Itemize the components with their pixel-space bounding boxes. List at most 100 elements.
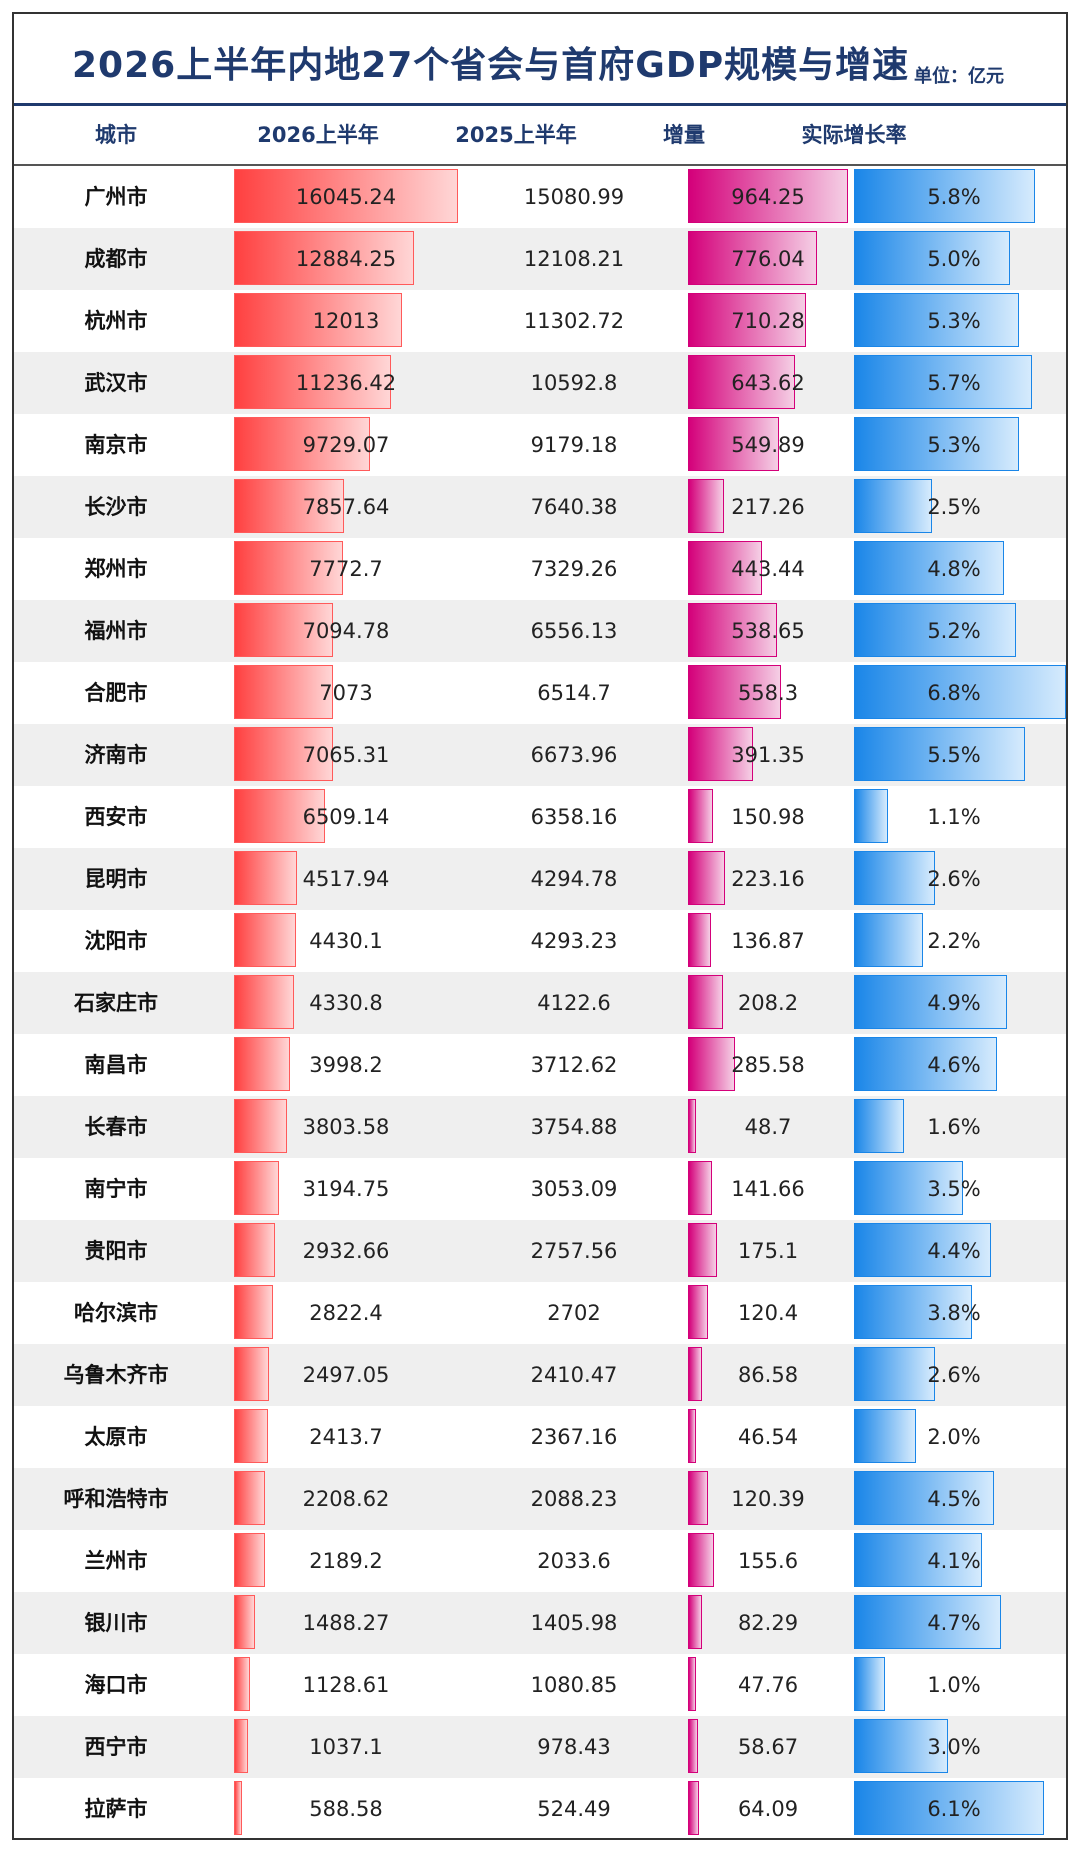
gdp-2025-value: 3754.88 bbox=[530, 1115, 618, 1139]
gdp-2026-bar bbox=[234, 293, 402, 347]
increment-bar bbox=[688, 1409, 696, 1463]
header-gdp-2026: 2026上半年 bbox=[257, 123, 379, 147]
growth-rate-bar bbox=[854, 727, 1026, 781]
gdp-2026-bar bbox=[234, 1781, 243, 1835]
table-row: 海口市 1128.61 1080.85 47.76 1.0% bbox=[14, 1654, 1066, 1716]
header-city: 城市 bbox=[95, 123, 137, 147]
increment-bar bbox=[688, 603, 778, 657]
city-cell: 西宁市 bbox=[84, 1735, 148, 1759]
gdp-2025-value: 12108.21 bbox=[523, 247, 625, 271]
gdp-2025-value: 7640.38 bbox=[530, 495, 618, 519]
growth-rate-bar bbox=[854, 1037, 998, 1091]
growth-rate-value: 4.6% bbox=[927, 1053, 981, 1077]
chart-frame: 2026上半年内地27个省会与首府GDP规模与增速 单位：亿元 城市 2026上… bbox=[12, 12, 1068, 1840]
table-row: 武汉市 11236.42 10592.8 643.62 5.7% bbox=[14, 352, 1066, 414]
increment-bar bbox=[688, 975, 723, 1029]
increment-value: 46.54 bbox=[737, 1425, 799, 1449]
growth-rate-bar bbox=[854, 1161, 964, 1215]
table-row: 兰州市 2189.2 2033.6 155.6 4.1% bbox=[14, 1530, 1066, 1592]
growth-rate-value: 5.8% bbox=[927, 185, 981, 209]
header-gdp-2025: 2025上半年 bbox=[455, 123, 577, 147]
increment-bar bbox=[688, 1719, 698, 1773]
gdp-2025-value: 2367.16 bbox=[530, 1425, 618, 1449]
gdp-2025-value: 3053.09 bbox=[530, 1177, 618, 1201]
growth-rate-value: 1.0% bbox=[927, 1673, 981, 1697]
gdp-2026-bar bbox=[234, 1347, 269, 1401]
increment-bar bbox=[688, 479, 725, 533]
city-cell: 济南市 bbox=[84, 743, 148, 767]
increment-bar bbox=[688, 355, 795, 409]
table-row: 南昌市 3998.2 3712.62 285.58 4.6% bbox=[14, 1034, 1066, 1096]
growth-rate-value: 5.3% bbox=[927, 309, 981, 333]
growth-rate-value: 5.5% bbox=[927, 743, 981, 767]
gdp-2025-value: 2410.47 bbox=[530, 1363, 618, 1387]
increment-bar bbox=[688, 417, 780, 471]
gdp-2026-bar bbox=[234, 1595, 255, 1649]
increment-value: 776.04 bbox=[731, 247, 805, 271]
increment-value: 643.62 bbox=[731, 371, 805, 395]
increment-value: 136.87 bbox=[731, 929, 805, 953]
growth-rate-bar bbox=[854, 541, 1004, 595]
growth-rate-value: 4.8% bbox=[927, 557, 981, 581]
growth-rate-value: 1.1% bbox=[927, 805, 981, 829]
gdp-2026-bar bbox=[234, 1533, 265, 1587]
gdp-2026-value: 7073 bbox=[319, 681, 373, 705]
gdp-2026-value: 2189.2 bbox=[309, 1549, 383, 1573]
table-row: 长春市 3803.58 3754.88 48.7 1.6% bbox=[14, 1096, 1066, 1158]
growth-rate-value: 6.8% bbox=[927, 681, 981, 705]
gdp-2026-value: 4517.94 bbox=[302, 867, 390, 891]
increment-value: 964.25 bbox=[731, 185, 805, 209]
increment-value: 150.98 bbox=[731, 805, 805, 829]
increment-value: 120.4 bbox=[737, 1301, 799, 1325]
increment-value: 48.7 bbox=[744, 1115, 792, 1139]
increment-bar bbox=[688, 1223, 718, 1277]
growth-rate-bar bbox=[854, 603, 1017, 657]
growth-rate-bar bbox=[854, 1781, 1045, 1835]
table-row: 呼和浩特市 2208.62 2088.23 120.39 4.5% bbox=[14, 1468, 1066, 1530]
increment-bar bbox=[688, 231, 817, 285]
gdp-2026-bar bbox=[234, 1285, 274, 1339]
gdp-2026-bar bbox=[234, 1099, 288, 1153]
increment-bar bbox=[688, 1781, 699, 1835]
table-row: 乌鲁木齐市 2497.05 2410.47 86.58 2.6% bbox=[14, 1344, 1066, 1406]
growth-rate-bar bbox=[854, 1595, 1001, 1649]
city-cell: 成都市 bbox=[84, 247, 148, 271]
increment-bar bbox=[688, 1471, 708, 1525]
gdp-2026-value: 1128.61 bbox=[302, 1673, 390, 1697]
gdp-2025-value: 4294.78 bbox=[530, 867, 618, 891]
increment-value: 285.58 bbox=[731, 1053, 805, 1077]
city-cell: 呼和浩特市 bbox=[63, 1487, 169, 1511]
increment-bar bbox=[688, 293, 806, 347]
increment-value: 217.26 bbox=[731, 495, 805, 519]
gdp-2026-bar bbox=[234, 975, 295, 1029]
table-row: 合肥市 7073 6514.7 558.3 6.8% bbox=[14, 662, 1066, 724]
gdp-2026-bar bbox=[234, 913, 296, 967]
city-cell: 石家庄市 bbox=[74, 991, 158, 1015]
gdp-2026-value: 1037.1 bbox=[309, 1735, 383, 1759]
increment-value: 120.39 bbox=[731, 1487, 805, 1511]
table-header: 城市 2026上半年 2025上半年 增量 实际增长率 bbox=[14, 106, 1066, 166]
increment-bar bbox=[688, 727, 753, 781]
chart-title: 2026上半年内地27个省会与首府GDP规模与增速 bbox=[72, 45, 910, 86]
gdp-2025-value: 2088.23 bbox=[530, 1487, 618, 1511]
gdp-2025-value: 6514.7 bbox=[537, 681, 611, 705]
gdp-2026-bar bbox=[234, 1471, 265, 1525]
city-cell: 长沙市 bbox=[84, 495, 148, 519]
gdp-2025-value: 3712.62 bbox=[530, 1053, 618, 1077]
gdp-2026-value: 1488.27 bbox=[302, 1611, 390, 1635]
increment-bar bbox=[688, 1657, 696, 1711]
table-row: 郑州市 7772.7 7329.26 443.44 4.8% bbox=[14, 538, 1066, 600]
growth-rate-bar bbox=[854, 355, 1032, 409]
increment-value: 175.1 bbox=[737, 1239, 799, 1263]
table-row: 沈阳市 4430.1 4293.23 136.87 2.2% bbox=[14, 910, 1066, 972]
gdp-2026-bar bbox=[234, 727, 333, 781]
gdp-2025-value: 9179.18 bbox=[530, 433, 618, 457]
gdp-2026-bar bbox=[234, 603, 334, 657]
gdp-2025-value: 11302.72 bbox=[523, 309, 625, 333]
table-row: 成都市 12884.25 12108.21 776.04 5.0% bbox=[14, 228, 1066, 290]
gdp-2026-bar bbox=[234, 1161, 279, 1215]
gdp-2026-value: 11236.42 bbox=[295, 371, 397, 395]
increment-bar bbox=[688, 851, 726, 905]
city-cell: 郑州市 bbox=[84, 557, 148, 581]
growth-rate-bar bbox=[854, 1409, 917, 1463]
